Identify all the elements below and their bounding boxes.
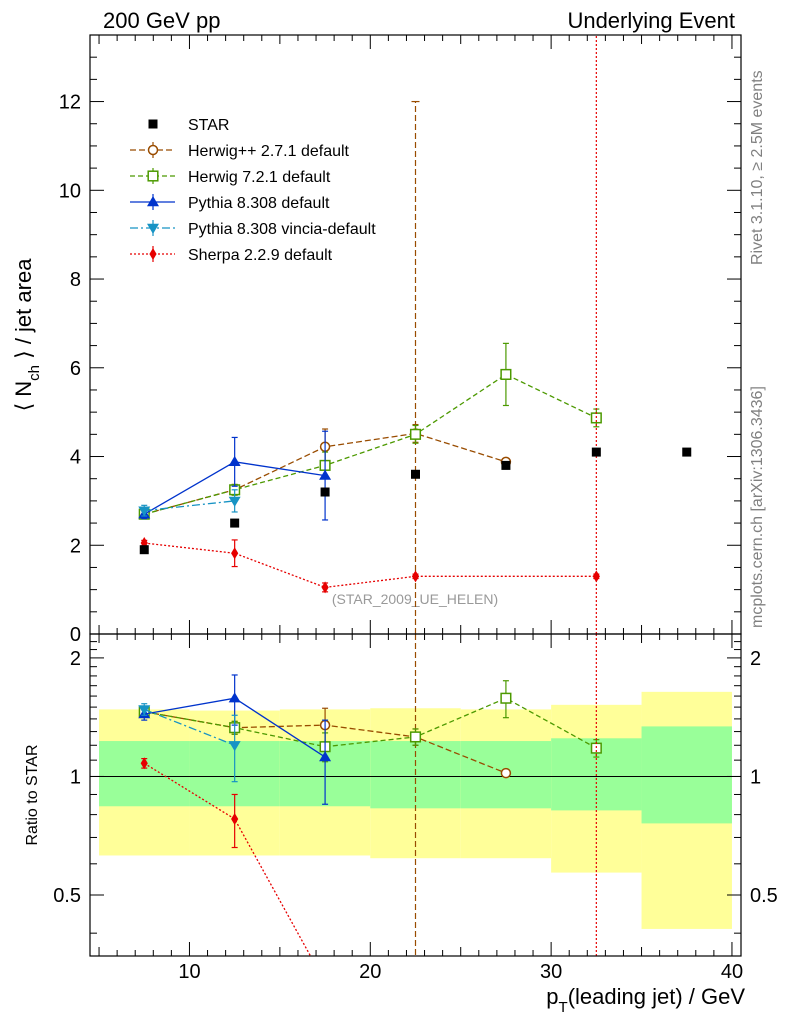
ratio-point-4-0 xyxy=(140,757,148,770)
ratio-y-tick-label-right-2: 2 xyxy=(750,648,761,670)
header-right: Underlying Event xyxy=(567,8,735,33)
point-4-4 xyxy=(592,570,600,583)
legend-marker-3 xyxy=(147,196,159,207)
series-top-3 xyxy=(138,489,241,517)
y-tick-label-2: 2 xyxy=(70,535,81,557)
y-axis-title-top: ⟨ Nch ⟩ / jet area xyxy=(11,258,43,412)
legend-marker-0 xyxy=(148,119,158,129)
data-star xyxy=(139,447,692,555)
legend-entry-1: Herwig++ 2.7.1 default xyxy=(130,142,350,160)
data-point-6 xyxy=(682,447,692,457)
series-ratio-4 xyxy=(140,634,597,988)
svg-text:⟨ Nch ⟩ / jet area: ⟨ Nch ⟩ / jet area xyxy=(11,258,43,412)
ratio-frame xyxy=(89,633,742,957)
y-tick-label-6: 6 xyxy=(70,358,81,380)
data-point-5 xyxy=(591,447,601,457)
ratio-y-tick-label-1: 1 xyxy=(70,766,81,788)
legend-entry-3: Pythia 8.308 default xyxy=(130,194,330,212)
data-point-2 xyxy=(320,487,330,497)
data-point-1 xyxy=(230,518,240,528)
y-axis-title-ratio: Ratio to STAR xyxy=(24,744,41,845)
legend-marker-5 xyxy=(149,248,157,260)
ratio-point-3-1 xyxy=(228,741,241,752)
x-tick-label-20: 20 xyxy=(359,961,381,983)
legend-marker-1 xyxy=(147,144,159,156)
legend-label-0: STAR xyxy=(188,117,229,134)
data-point-0 xyxy=(139,545,149,555)
series-line-3 xyxy=(144,500,235,512)
ratio-point-3-0 xyxy=(138,705,151,716)
watermark: (STAR_2009_UE_HELEN) xyxy=(332,591,498,607)
ratio-point-2-1 xyxy=(228,692,241,703)
x-tick-label-30: 30 xyxy=(540,961,562,983)
ratio-y-tick-label-right-0: 0.5 xyxy=(750,885,778,907)
point-2-1 xyxy=(228,455,241,467)
ratio-point-1-4 xyxy=(500,692,512,704)
series-top-1 xyxy=(138,342,602,520)
ratio-line-1 xyxy=(144,697,597,749)
legend-label-3: Pythia 8.308 default xyxy=(188,195,330,212)
legend-label-5: Sherpa 2.2.9 default xyxy=(188,247,333,264)
point-2-2 xyxy=(319,469,332,480)
y-tick-label-12: 12 xyxy=(59,92,81,114)
ratio-point-4-2 xyxy=(321,976,328,988)
legend-label-1: Herwig++ 2.7.1 default xyxy=(188,143,350,160)
mcplots-label: mcplots.cern.ch [arXiv:1306.3436] xyxy=(749,386,766,628)
x-tick-label-40: 40 xyxy=(721,961,743,983)
header-left: 200 GeV pp xyxy=(103,8,220,33)
legend-entry-2: Herwig 7.2.1 default xyxy=(130,168,331,186)
legend-marker-4 xyxy=(147,223,159,234)
legend-entry-0: STAR xyxy=(148,117,229,134)
ratio-y-tick-label-right-1: 1 xyxy=(750,766,761,788)
legend-marker-2 xyxy=(147,170,159,182)
rivet-label: Rivet 3.1.10, ≥ 2.5M events xyxy=(749,70,766,265)
point-4-2 xyxy=(321,581,329,594)
ratio-y-tick-label-2: 2 xyxy=(70,648,81,670)
x-tick-label-10: 10 xyxy=(178,961,200,983)
series-line-4 xyxy=(144,542,597,589)
ratio-point-4-1 xyxy=(231,812,239,825)
legend-entry-5: Sherpa 2.2.9 default xyxy=(130,246,333,264)
svg-text:pT(leading jet) / GeV: pT(leading jet) / GeV xyxy=(546,984,745,1016)
y-tick-label-8: 8 xyxy=(70,269,81,291)
series-ratio-3 xyxy=(138,703,241,783)
ratio-point-2-2 xyxy=(319,751,332,762)
legend-label-4: Pythia 8.308 vincia-default xyxy=(188,221,376,238)
ratio-point-1-3 xyxy=(409,731,422,743)
point-1-4 xyxy=(500,368,512,380)
ratio-point-0-4 xyxy=(500,767,512,779)
series-line-1 xyxy=(144,373,597,515)
data-point-3 xyxy=(411,469,420,479)
point-3-0 xyxy=(138,506,151,517)
point-4-3 xyxy=(411,570,420,583)
y-tick-label-4: 4 xyxy=(70,447,81,469)
band-green-6 xyxy=(641,726,732,824)
ratio-y-tick-label-0: 0.5 xyxy=(53,885,81,907)
band-green-0 xyxy=(99,741,190,807)
ratio-line-3 xyxy=(144,708,235,746)
point-1-3 xyxy=(409,428,422,440)
legend-entry-4: Pythia 8.308 vincia-default xyxy=(130,220,376,238)
x-axis-title: pT(leading jet) / GeV xyxy=(546,984,745,1016)
point-4-1 xyxy=(231,547,239,560)
data-point-4 xyxy=(501,460,511,470)
point-3-1 xyxy=(228,496,241,507)
legend-label-2: Herwig 7.2.1 default xyxy=(188,169,331,186)
y-tick-label-10: 10 xyxy=(59,180,81,202)
y-tick-label-0: 0 xyxy=(70,624,81,646)
